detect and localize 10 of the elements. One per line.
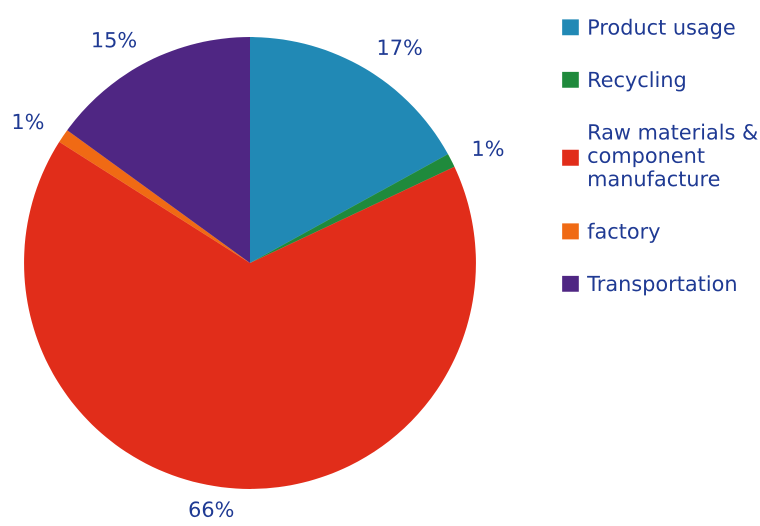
data-label: 1% (474, 140, 504, 156)
data-label: 1% (14, 114, 44, 130)
data-label: 66% (190, 501, 234, 518)
legend-label: factory (588, 222, 660, 243)
legend-label: Transportation (587, 275, 736, 296)
data-label: 15% (93, 32, 136, 48)
legend-label: Product usage (589, 18, 735, 39)
legend-label: Raw materials & component manufacture (588, 124, 758, 186)
data-label: 17% (378, 39, 422, 56)
legend-label: Recycling (589, 71, 685, 92)
